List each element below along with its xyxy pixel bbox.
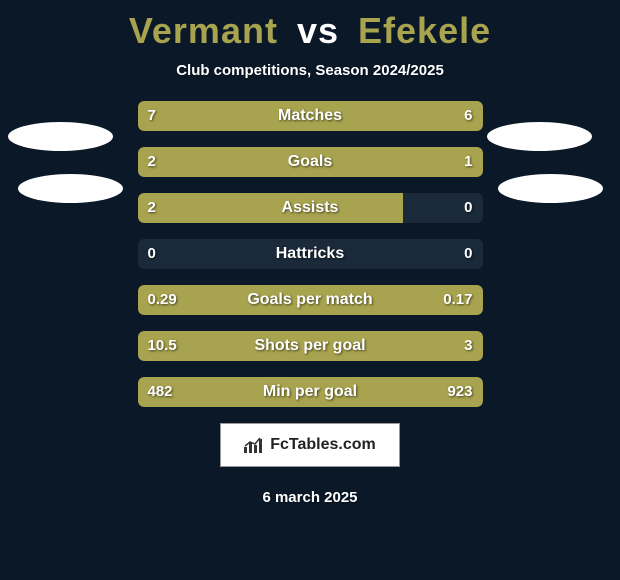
decorative-ellipse	[487, 122, 592, 151]
stat-label: Shots per goal	[138, 331, 483, 361]
date-text: 6 march 2025	[0, 489, 620, 506]
player1-name: Vermant	[129, 10, 278, 51]
stat-value-right: 923	[447, 377, 472, 407]
stat-row: 0.29Goals per match0.17	[138, 285, 483, 315]
stat-label: Matches	[138, 101, 483, 131]
stat-label: Goals per match	[138, 285, 483, 315]
subtitle: Club competitions, Season 2024/2025	[0, 62, 620, 79]
player2-name: Efekele	[358, 10, 491, 51]
stat-label: Min per goal	[138, 377, 483, 407]
stat-value-right: 3	[464, 331, 472, 361]
decorative-ellipse	[18, 174, 123, 203]
fctables-logo[interactable]: FcTables.com	[220, 423, 400, 467]
stat-row: 2Assists0	[138, 193, 483, 223]
vs-text: vs	[297, 10, 339, 51]
stat-row: 0Hattricks0	[138, 239, 483, 269]
decorative-ellipse	[498, 174, 603, 203]
stat-label: Hattricks	[138, 239, 483, 269]
page-title: Vermant vs Efekele	[0, 0, 620, 52]
logo-text: FcTables.com	[270, 436, 376, 454]
stat-value-right: 0	[464, 239, 472, 269]
stat-value-right: 1	[464, 147, 472, 177]
stat-row: 482Min per goal923	[138, 377, 483, 407]
stat-label: Assists	[138, 193, 483, 223]
chart-icon	[244, 437, 264, 453]
stat-row: 10.5Shots per goal3	[138, 331, 483, 361]
stat-label: Goals	[138, 147, 483, 177]
stat-value-right: 0	[464, 193, 472, 223]
decorative-ellipse	[8, 122, 113, 151]
stat-value-right: 0.17	[443, 285, 472, 315]
stat-row: 7Matches6	[138, 101, 483, 131]
stat-row: 2Goals1	[138, 147, 483, 177]
stat-value-right: 6	[464, 101, 472, 131]
stats-container: 7Matches62Goals12Assists00Hattricks00.29…	[138, 101, 483, 407]
